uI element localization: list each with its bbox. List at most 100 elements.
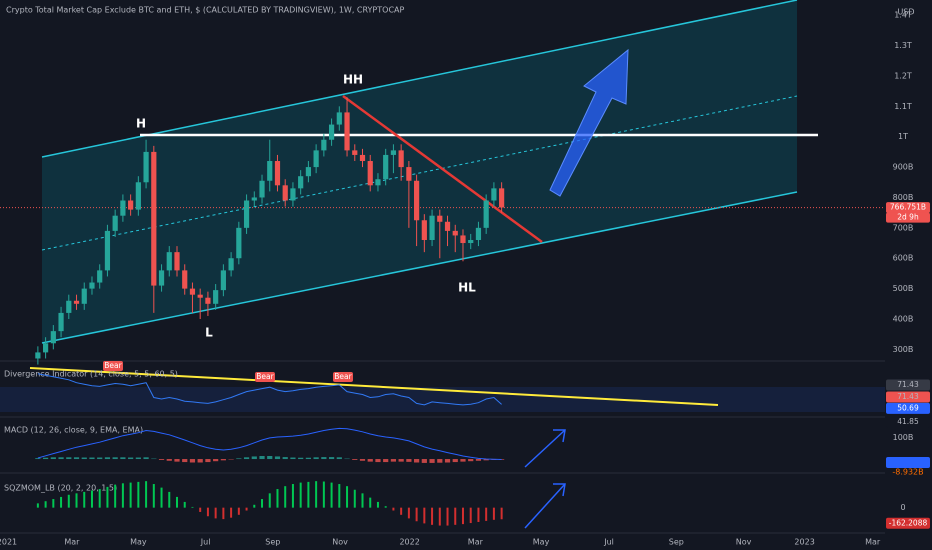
histogram-bar [35, 458, 41, 460]
annotation: HH [343, 73, 363, 87]
candle-body [321, 139, 327, 151]
candle-body [282, 185, 288, 201]
channel-mid [41, 95, 798, 251]
candle-body [259, 180, 265, 198]
signal-label-box [333, 372, 353, 382]
histogram-bar [213, 459, 219, 462]
y-tick-label: 500B [893, 284, 914, 293]
annotation: H [136, 117, 146, 131]
candle-body [220, 270, 226, 291]
y-tick-label: 1.3T [894, 41, 912, 50]
candle-body [158, 270, 165, 286]
candle-body [406, 167, 412, 181]
candle-body [205, 297, 211, 304]
annotation: L [205, 326, 213, 340]
histogram-bar [305, 457, 311, 460]
histogram-bar [414, 459, 420, 463]
signal-label: Bear [256, 372, 274, 381]
histogram-bar [197, 459, 203, 463]
candle-body [251, 197, 257, 201]
y-tick-label: 700B [893, 223, 914, 232]
histogram-bar [135, 457, 141, 460]
candle-body [398, 150, 404, 168]
last-value-label-box [886, 402, 930, 414]
histogram-bar [104, 457, 111, 460]
candle-body [352, 150, 358, 155]
divergence-line [29, 367, 719, 406]
candle-body [73, 300, 80, 304]
candle-body [43, 343, 49, 353]
candle-body [313, 150, 319, 168]
candle-body [197, 294, 203, 298]
up-arrow [549, 48, 629, 197]
x-tick-label: Sep [669, 538, 684, 547]
candle-body [344, 112, 350, 151]
histogram-bar [444, 459, 451, 463]
level-label-box [886, 416, 930, 428]
candle-body [243, 200, 250, 228]
candle-body [151, 151, 157, 286]
histogram-bar [158, 459, 165, 460]
histogram-bar [58, 457, 64, 460]
candle-body [475, 227, 482, 240]
pane-title: Divergence Indicator (14, close, 5, 5, 6… [4, 370, 178, 379]
candle-body [58, 312, 64, 332]
histogram-bar [189, 459, 196, 463]
candle-body [483, 200, 489, 228]
x-tick-label: Mar [865, 538, 881, 547]
histogram-bar [321, 457, 327, 460]
candle-body [421, 220, 427, 240]
y-tick-label: 0 [900, 503, 905, 512]
candle-body [359, 154, 366, 162]
histogram-bar [437, 459, 443, 463]
candle-body [460, 235, 466, 244]
candle-body [452, 230, 458, 236]
candle-body [328, 124, 335, 140]
candle-body [267, 161, 273, 181]
last-price-label: 766.751B [890, 203, 926, 212]
candle-body [228, 258, 234, 271]
histogram-bar [251, 456, 257, 460]
x-tick-label: Jul [603, 538, 614, 547]
histogram-bar [267, 456, 273, 460]
candle-body [112, 215, 118, 231]
histogram-bar [243, 457, 250, 460]
histogram-bar [406, 459, 412, 462]
candle-body [104, 230, 111, 271]
candle-body [437, 215, 443, 222]
x-tick-label: Jul [200, 538, 211, 547]
y-tick-label: 400B [893, 314, 914, 323]
histogram-bar [390, 459, 397, 462]
level-label: 71.43 [897, 380, 919, 389]
channel-bottom [41, 191, 798, 344]
level-label-box [886, 379, 930, 391]
histogram-bar [298, 457, 304, 460]
level-label: 41.85 [897, 417, 919, 426]
x-tick-label: Sep [265, 538, 280, 547]
histogram-bar [475, 459, 482, 461]
x-tick-label: Nov [736, 538, 752, 547]
countdown: 2d 9h [897, 213, 919, 222]
histogram-bar [128, 457, 134, 460]
y-tick-label: 100B [893, 433, 914, 442]
histogram-bar [81, 457, 87, 460]
candle-body [182, 270, 188, 289]
candle-body [35, 352, 41, 359]
histogram-bar [313, 457, 319, 460]
histogram-bar [182, 459, 188, 463]
candle-body [274, 161, 281, 186]
macd-line [37, 427, 502, 460]
histogram-bar [429, 459, 435, 463]
arrow-head [553, 483, 566, 497]
candle-body [66, 300, 72, 313]
histogram-bar [274, 456, 281, 460]
candle-body [89, 282, 95, 289]
candle-body [135, 182, 141, 210]
histogram-bar [367, 459, 373, 462]
y-tick-label: 300B [893, 345, 914, 354]
signal-label-box [255, 372, 275, 382]
histogram-bar [352, 459, 358, 460]
candle-body [383, 154, 389, 180]
last-value-label: 50.69 [897, 403, 919, 412]
histogram-bar [282, 457, 288, 460]
